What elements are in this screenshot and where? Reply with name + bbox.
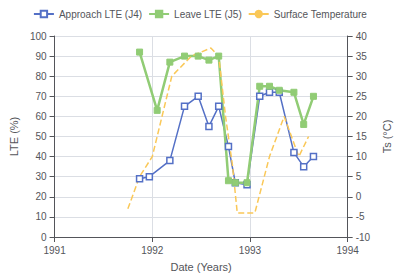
svg-text:LTE (%): LTE (%)	[8, 117, 20, 157]
svg-text:15: 15	[356, 131, 368, 142]
svg-text:1994: 1994	[337, 245, 360, 256]
svg-text:5: 5	[356, 171, 362, 182]
svg-text:35: 35	[356, 51, 368, 62]
svg-text:1992: 1992	[141, 245, 164, 256]
svg-text:1991: 1991	[43, 245, 66, 256]
svg-text:80: 80	[35, 71, 47, 82]
svg-text:10: 10	[356, 151, 368, 162]
svg-text:-10: -10	[356, 232, 371, 243]
svg-text:50: 50	[35, 131, 47, 142]
svg-text:Leave LTE (J5): Leave LTE (J5)	[174, 9, 242, 20]
svg-text:20: 20	[356, 111, 368, 122]
svg-text:30: 30	[356, 71, 368, 82]
svg-text:100: 100	[30, 31, 47, 42]
svg-text:10: 10	[35, 211, 47, 222]
svg-text:Ts (°C): Ts (°C)	[381, 120, 393, 154]
svg-text:30: 30	[35, 171, 47, 182]
svg-text:70: 70	[35, 91, 47, 102]
svg-text:1993: 1993	[239, 245, 262, 256]
svg-text:Approach LTE (J4): Approach LTE (J4)	[59, 9, 142, 20]
svg-text:Surface Temperature: Surface Temperature	[274, 9, 368, 20]
svg-text:0: 0	[41, 232, 47, 243]
svg-text:25: 25	[356, 91, 368, 102]
svg-text:0: 0	[356, 191, 362, 202]
svg-text:Date (Years): Date (Years)	[170, 261, 231, 273]
svg-text:20: 20	[35, 191, 47, 202]
svg-text:60: 60	[35, 111, 47, 122]
svg-text:-5: -5	[356, 211, 365, 222]
svg-text:90: 90	[35, 51, 47, 62]
svg-text:40: 40	[356, 31, 368, 42]
svg-text:40: 40	[35, 151, 47, 162]
